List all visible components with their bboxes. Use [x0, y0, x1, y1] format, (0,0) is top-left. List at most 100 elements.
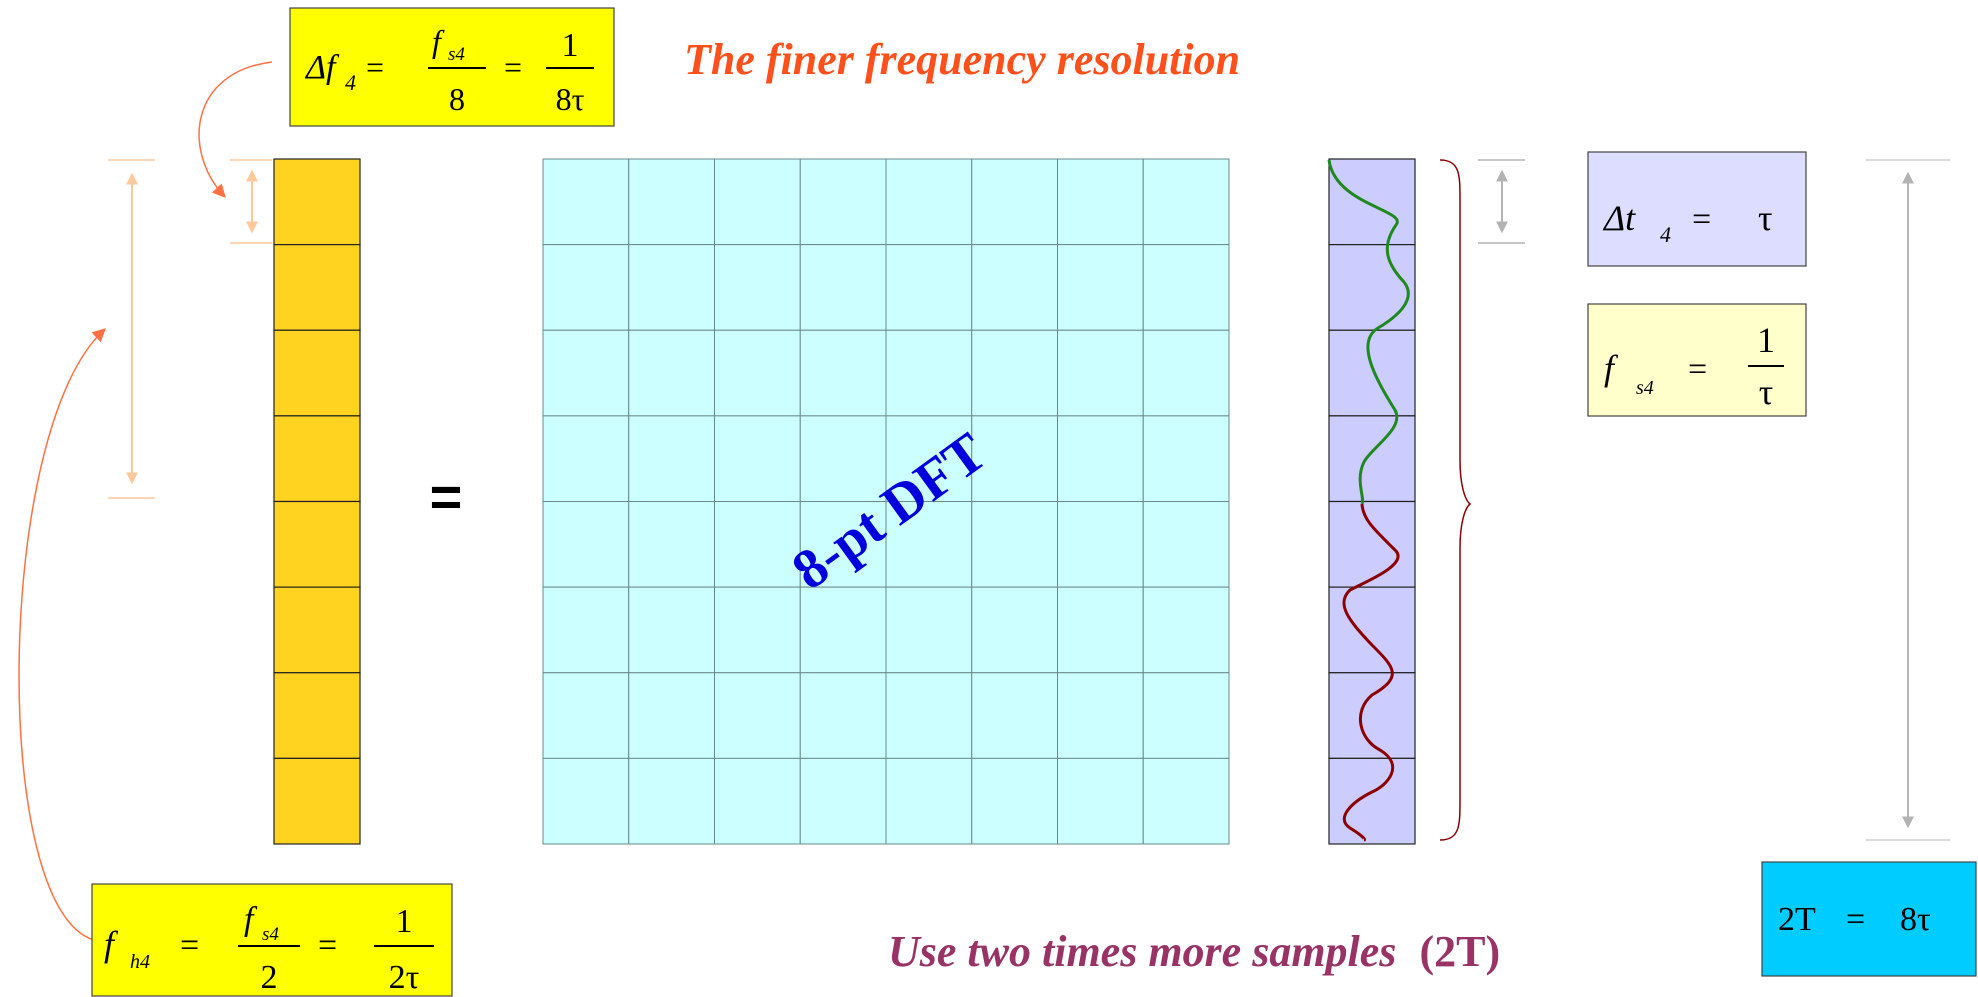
dft-matrix-cell — [542, 329, 630, 417]
dft-matrix-cell — [1142, 415, 1230, 502]
dft-matrix-cell — [885, 415, 973, 502]
dft-matrix-cell — [1057, 672, 1144, 759]
svg-text:=: = — [1846, 901, 1865, 938]
f-s4-formula-box: f s4 = 1 τ — [1587, 303, 1807, 417]
delta-f4-mid-den: 8 — [449, 81, 465, 117]
f-h4-formula-box: f h4 = f s4 2 = 1 2τ — [91, 883, 453, 997]
dft-matrix-cell — [628, 501, 715, 588]
two-t-formula-box: 2T = 8τ — [1761, 861, 1977, 977]
f-h4-lhs-sub: h4 — [130, 951, 150, 973]
delta-f4-lhs-sub: 4 — [345, 70, 356, 95]
f-h4-rhs-num: 1 — [396, 903, 413, 940]
dft-matrix-cell — [1142, 329, 1230, 417]
dft-matrix-cell — [714, 586, 801, 674]
f-h4-pointer-arrow — [18, 328, 106, 941]
svg-text:=: = — [1692, 201, 1711, 238]
dft-matrix-cell — [799, 415, 887, 502]
dft-matrix-cell — [1057, 244, 1144, 331]
dft-matrix-cell — [1142, 244, 1230, 331]
f-s4-lhs-sub: s4 — [1636, 377, 1654, 399]
svg-text:=: = — [180, 927, 199, 964]
dft-matrix-cell — [1142, 757, 1230, 845]
frequency-vector-column — [273, 158, 361, 845]
two-t-lhs: 2T — [1778, 901, 1816, 938]
dft-matrix-cell — [971, 329, 1058, 417]
time-sample-cell — [1328, 329, 1416, 417]
dft-matrix-cell — [542, 415, 630, 502]
svg-text:=: = — [318, 927, 337, 964]
dft-matrix-cell — [1142, 158, 1230, 246]
dft-matrix-cell — [714, 244, 801, 331]
dft-matrix-cell — [971, 244, 1058, 331]
dft-matrix-cell — [799, 158, 887, 246]
delta-t4-formula-box: Δt 4 = τ — [1587, 151, 1807, 267]
delta-f4-mid-sub: s4 — [448, 44, 465, 65]
frequency-cell — [273, 586, 361, 674]
dft-matrix-cell — [542, 244, 630, 331]
dft-matrix-cell — [885, 757, 973, 845]
dft-matrix-cell — [799, 672, 887, 759]
dft-matrix-cell — [885, 158, 973, 246]
waveform-curve-first-half — [1327, 159, 1410, 505]
f-h4-mid-sub: s4 — [262, 924, 279, 945]
dft-matrix-cell — [971, 158, 1058, 246]
dft-matrix-cell — [542, 757, 630, 845]
dft-matrix-cell — [714, 415, 801, 502]
delta-f4-rhs-num: 1 — [562, 27, 579, 64]
f-s4-rhs-num: 1 — [1757, 320, 1775, 360]
delta-t4-lhs-sub: 4 — [1660, 222, 1671, 247]
f-s4-rhs-den: τ — [1759, 372, 1773, 412]
dft-matrix-cell — [714, 329, 801, 417]
dft-matrix-cell — [971, 757, 1058, 845]
time-sample-cell — [1328, 244, 1416, 331]
dft-matrix-cell — [1142, 501, 1230, 588]
dft-matrix-cell — [628, 415, 715, 502]
dft-matrix-cell — [1142, 672, 1230, 759]
dft-matrix-cell — [885, 672, 973, 759]
dft-matrix-cell — [1057, 757, 1144, 845]
dft-matrix-cell — [628, 672, 715, 759]
bottom-caption: Use two times more samples (2T) — [888, 927, 1500, 976]
dft-matrix-cell — [1057, 586, 1144, 674]
dft-matrix-cell — [885, 586, 973, 674]
dft-matrix-cell — [714, 757, 801, 845]
curly-brace — [1439, 159, 1472, 841]
dft-matrix-cell — [542, 158, 630, 246]
delta-f4-formula-box: Δf 4 = f s4 8 = 1 8τ — [289, 7, 615, 127]
svg-text:=: = — [1688, 351, 1707, 388]
time-sample-cell — [1328, 757, 1416, 845]
dft-matrix-cell — [628, 586, 715, 674]
svg-text:=: = — [366, 49, 384, 85]
time-sample-cell — [1328, 415, 1416, 503]
bottom-caption-suffix: (2T) — [1419, 927, 1500, 976]
dft-matrix-cell — [971, 672, 1058, 759]
dft-matrix-cell — [799, 329, 887, 417]
delta-f4-rhs-den: 8τ — [556, 81, 585, 117]
frequency-cell — [273, 672, 361, 759]
dft-matrix-cell — [714, 158, 801, 246]
dft-matrix-cell — [628, 158, 715, 246]
time-sample-cell — [1328, 500, 1416, 588]
dft-matrix-cell — [628, 757, 715, 845]
f-h4-rhs-den: 2τ — [389, 959, 420, 996]
delta-t4-lhs: Δt — [1602, 198, 1636, 238]
dft-matrix-cell — [1057, 158, 1144, 246]
svg-text:=: = — [504, 49, 522, 85]
dft-matrix-cell — [885, 244, 973, 331]
dft-matrix-grid — [542, 158, 1230, 845]
dft-matrix-cell — [714, 501, 801, 588]
waveform-curve-second-half — [1342, 503, 1400, 842]
frequency-cell — [273, 757, 361, 845]
dft-matrix-cell — [1057, 329, 1144, 417]
bottom-caption-main: Use two times more samples — [888, 927, 1396, 976]
dft-matrix-cell — [971, 501, 1058, 588]
frequency-cell — [273, 415, 361, 503]
time-sample-cell — [1328, 158, 1416, 246]
dft-matrix-cell — [1142, 586, 1230, 674]
delta-f-pointer-arrow — [198, 61, 273, 198]
dft-matrix-cell — [628, 329, 715, 417]
frequency-cell — [273, 500, 361, 588]
dft-matrix-cell — [799, 586, 887, 674]
frequency-cell — [273, 244, 361, 331]
